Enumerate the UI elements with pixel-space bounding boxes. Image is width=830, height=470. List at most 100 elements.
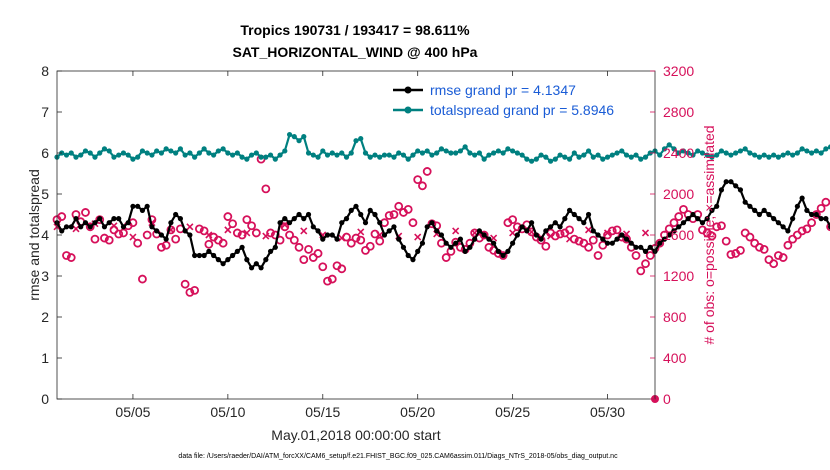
- rmse-point: [467, 244, 473, 250]
- rmse-point: [609, 240, 615, 246]
- obs-possible-marker: [569, 234, 579, 244]
- rmse-point: [457, 236, 464, 242]
- obs-possible-marker: [199, 226, 209, 236]
- spread-point: [258, 154, 264, 160]
- rmse-point: [581, 220, 587, 226]
- obs-possible-marker: [593, 251, 603, 260]
- obs-possible-marker: [157, 242, 166, 252]
- spread-point: [192, 154, 198, 160]
- rmse-point: [272, 244, 278, 250]
- obs-possible-marker: [816, 203, 826, 213]
- obs-possible-marker: [119, 228, 128, 238]
- rmse-point: [211, 252, 217, 259]
- spread-point: [220, 146, 226, 152]
- spread-point: [358, 136, 364, 142]
- rmse-point: [647, 244, 653, 250]
- spread-point: [277, 152, 283, 158]
- y-left-tick-label: 7: [41, 104, 49, 120]
- obs-possible-marker: [337, 264, 347, 274]
- y-right-tick-label: 2800: [663, 104, 694, 120]
- spread-point: [462, 144, 468, 150]
- spread-point: [296, 138, 302, 144]
- rmse-point: [638, 244, 644, 250]
- rmse-point: [799, 195, 805, 201]
- rmse-point: [315, 228, 321, 234]
- obs-possible-marker: [408, 218, 418, 228]
- obs-possible-marker: [403, 204, 413, 214]
- obs-possible-marker: [204, 239, 214, 249]
- y-left-tick-label: 2: [41, 309, 49, 325]
- rmse-point: [676, 224, 682, 230]
- obs-assimilated-marker: [205, 231, 213, 239]
- rmse-point: [173, 211, 179, 218]
- rmse-point: [301, 216, 307, 222]
- obs-possible-marker: [323, 276, 332, 286]
- spread-point: [248, 152, 255, 158]
- spread-point: [405, 156, 411, 162]
- y-right-tick-label: 2000: [663, 186, 694, 202]
- spread-point: [571, 150, 577, 156]
- y-left-tick-label: 1: [41, 350, 49, 366]
- rmse-point: [524, 228, 530, 234]
- rmse-point: [296, 211, 302, 218]
- spread-point: [709, 154, 715, 160]
- obs-possible-marker: [622, 234, 631, 244]
- obs-possible-marker: [251, 228, 261, 238]
- obs-possible-marker: [712, 222, 722, 232]
- obs-possible-marker: [745, 232, 755, 242]
- rmse-point: [168, 220, 174, 226]
- spread-point: [135, 154, 141, 160]
- spread-point: [604, 154, 611, 160]
- obs-possible-marker: [294, 242, 304, 252]
- rmse-point: [158, 232, 165, 238]
- spread-point: [163, 146, 169, 152]
- spread-point: [367, 154, 373, 160]
- y-axis-label-left: rmse and totalspread: [26, 169, 42, 301]
- rmse-point: [514, 232, 520, 238]
- rmse-point: [135, 203, 141, 209]
- rmse-point: [747, 203, 753, 209]
- rmse-point: [571, 211, 577, 218]
- rmse-point: [225, 257, 231, 263]
- obs-assimilated-stroke: [357, 228, 365, 236]
- obs-possible-marker: [327, 274, 337, 284]
- y-left-tick-label: 5: [41, 186, 49, 202]
- obs-possible-marker: [384, 211, 394, 220]
- obs-possible-marker: [142, 230, 152, 240]
- rmse-point: [120, 224, 127, 230]
- rmse-point: [429, 220, 435, 226]
- spread-point: [82, 148, 89, 154]
- rmse-point: [562, 216, 568, 222]
- rmse-point: [244, 257, 250, 263]
- rmse-point: [130, 203, 136, 209]
- rmse-point: [604, 240, 611, 246]
- rmse-point: [348, 207, 354, 213]
- rmse-point: [462, 248, 468, 254]
- spread-point: [353, 138, 359, 144]
- rmse-point: [628, 240, 634, 246]
- rmse-point: [97, 216, 103, 222]
- spread-point: [396, 150, 402, 156]
- spread-point: [505, 146, 511, 152]
- spread-point: [771, 152, 777, 158]
- obs-possible-marker: [717, 221, 726, 231]
- rmse-point: [381, 232, 388, 238]
- spread-point: [552, 156, 558, 162]
- spread-point: [263, 154, 269, 160]
- rmse-point: [405, 252, 411, 259]
- obs-possible-marker: [247, 221, 256, 231]
- spread-point: [500, 150, 506, 156]
- spread-point: [116, 152, 122, 158]
- obs-possible-marker: [232, 228, 242, 238]
- spread-point: [111, 154, 117, 160]
- spread-point: [201, 146, 207, 152]
- obs-assimilated-marker: [281, 221, 289, 229]
- rmse-point: [538, 236, 544, 242]
- x-tick-label: 05/30: [590, 404, 625, 420]
- x-tick-label: 05/05: [115, 404, 150, 420]
- obs-possible-marker: [441, 253, 451, 262]
- spread-point: [419, 150, 426, 156]
- spread-point: [424, 148, 430, 154]
- rmse-point: [576, 216, 582, 222]
- obs-possible-marker: [755, 242, 764, 252]
